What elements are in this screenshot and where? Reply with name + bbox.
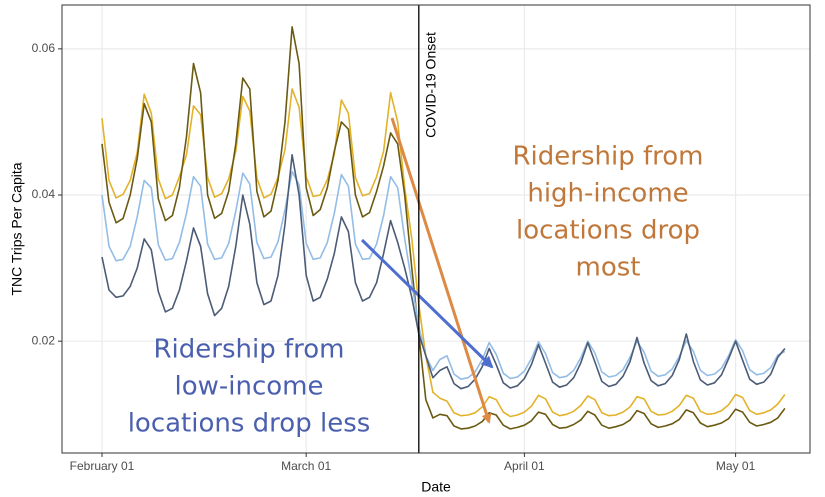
x-tick-label: April 01 [504, 459, 545, 473]
lines [101, 26, 786, 430]
x-tick-label: March 01 [281, 459, 331, 473]
y-tick-label: 0.06 [32, 41, 56, 55]
annotation-text: Ridership from [512, 142, 703, 172]
overlay: COVID-19 Onset Ridership from high-income l… [128, 5, 704, 453]
y-tick-label: 0.02 [32, 333, 56, 347]
y-axis-label: TNC Trips Per Capita [9, 162, 25, 295]
onset-label: COVID-19 Onset [423, 32, 439, 138]
annotation-text: low-income [174, 372, 323, 402]
x-tick-label: February 01 [70, 459, 135, 473]
series-line [101, 26, 786, 430]
panel-border [61, 4, 811, 454]
y-tick-label: 0.04 [32, 187, 56, 201]
annotation-text: high-income [527, 179, 688, 209]
x-tick-label: May 01 [716, 459, 756, 473]
annotation-text: most [576, 253, 641, 283]
annotation-text: locations drop less [128, 409, 371, 439]
annotation-text: Ridership from [153, 335, 344, 365]
x-axis-label: Date [421, 479, 451, 495]
arrow-high-income [390, 117, 492, 424]
series-line [101, 88, 786, 418]
series-line [101, 154, 786, 390]
arrow-low-income [360, 238, 494, 369]
annotation-text: locations drop [516, 216, 700, 246]
series-line [101, 170, 786, 380]
